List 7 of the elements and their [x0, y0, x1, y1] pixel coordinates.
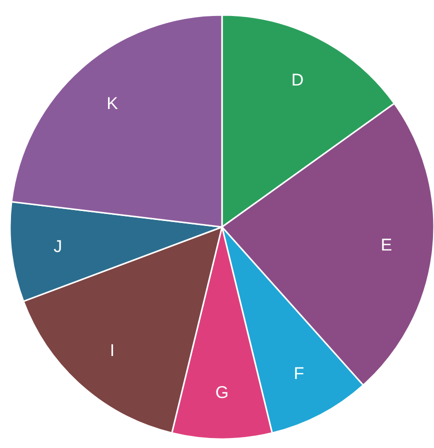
- slice-label: I: [110, 341, 115, 360]
- slice-label: D: [291, 70, 304, 90]
- slice-label: F: [294, 364, 304, 383]
- slice-label: J: [54, 237, 62, 256]
- slice-label: E: [380, 236, 392, 255]
- slice-label: G: [215, 382, 229, 402]
- slice-label: K: [106, 94, 119, 113]
